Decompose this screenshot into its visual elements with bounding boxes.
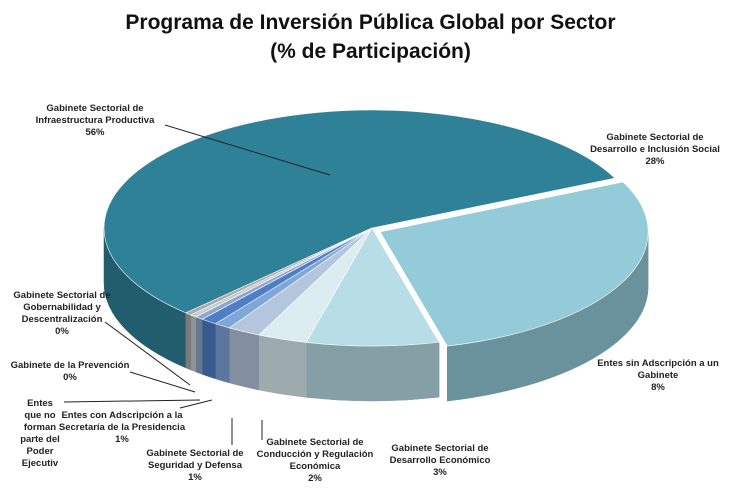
data-label: Gabinete de la Prevención 0% [5,360,135,384]
category-label: Gabinete Sectorial de Desarrollo e Inclu… [590,132,720,155]
chart-title-block: Programa de Inversión Pública Global por… [0,8,741,66]
category-label: Gabinete Sectorial de Desarrollo Económi… [389,443,491,466]
value-label: 56% [85,127,105,138]
data-label: Gabinete Sectorial de Infraestructura Pr… [20,103,170,139]
leader-line [104,321,191,386]
category-label: Gabinete Sectorial de Seguridad y Defens… [146,448,244,471]
data-label: Gabinete Sectorial de Desarrollo Económi… [380,443,500,479]
data-label: Entes que no forman parte del Poder Ejec… [18,398,63,470]
data-label: Gabinete Sectorial de Conducción y Regul… [255,437,375,485]
slice-side [229,327,260,391]
leader-line [164,124,331,176]
category-label: Gabinete Sectorial de Gobernabilidad y D… [13,290,111,325]
category-label: Entes que no forman parte del Poder Ejec… [20,398,60,469]
value-label: 28% [645,156,665,167]
data-label: Entes con Adscripción a la Secretaría de… [57,410,187,446]
data-label: Gabinete Sectorial de Gobernabilidad y D… [2,290,122,338]
slice [305,227,440,347]
value-label: 0% [55,326,69,337]
chart-title: Programa de Inversión Pública Global por… [125,11,616,34]
slice-side [185,312,191,371]
value-label: 0% [63,372,77,383]
slice-side [305,341,440,402]
value-label: 1% [188,472,202,483]
category-label: Entes sin Adscripción a un Gabinete [597,358,719,381]
slice-side [195,316,203,375]
category-label: Gabinete de la Prevención [10,360,130,371]
value-label: 1% [115,434,129,445]
value-label: 8% [651,382,665,393]
value-label: 3% [433,467,447,478]
slice [379,181,649,347]
slice [103,109,616,314]
data-label: Gabinete Sectorial de Desarrollo e Inclu… [585,132,725,168]
slice-side [190,314,196,373]
data-label: Entes sin Adscripción a un Gabinete 8% [588,358,728,394]
data-label: Gabinete Sectorial de Seguridad y Defens… [140,448,250,484]
category-label: Gabinete Sectorial de Conducción y Regul… [256,437,374,472]
value-label: 2% [308,473,322,484]
chart-subtitle: (% de Participación) [270,40,471,63]
slice [185,227,373,316]
category-label: Gabinete Sectorial de Infraestructura Pr… [35,103,155,126]
leader-line [129,371,196,393]
leader-line [63,399,201,403]
slice-side [201,318,216,380]
slice-side [215,323,230,384]
slice-side [258,334,307,398]
leader-line [179,399,213,409]
category-label: Entes con Adscripción a la Secretaría de… [58,410,186,433]
